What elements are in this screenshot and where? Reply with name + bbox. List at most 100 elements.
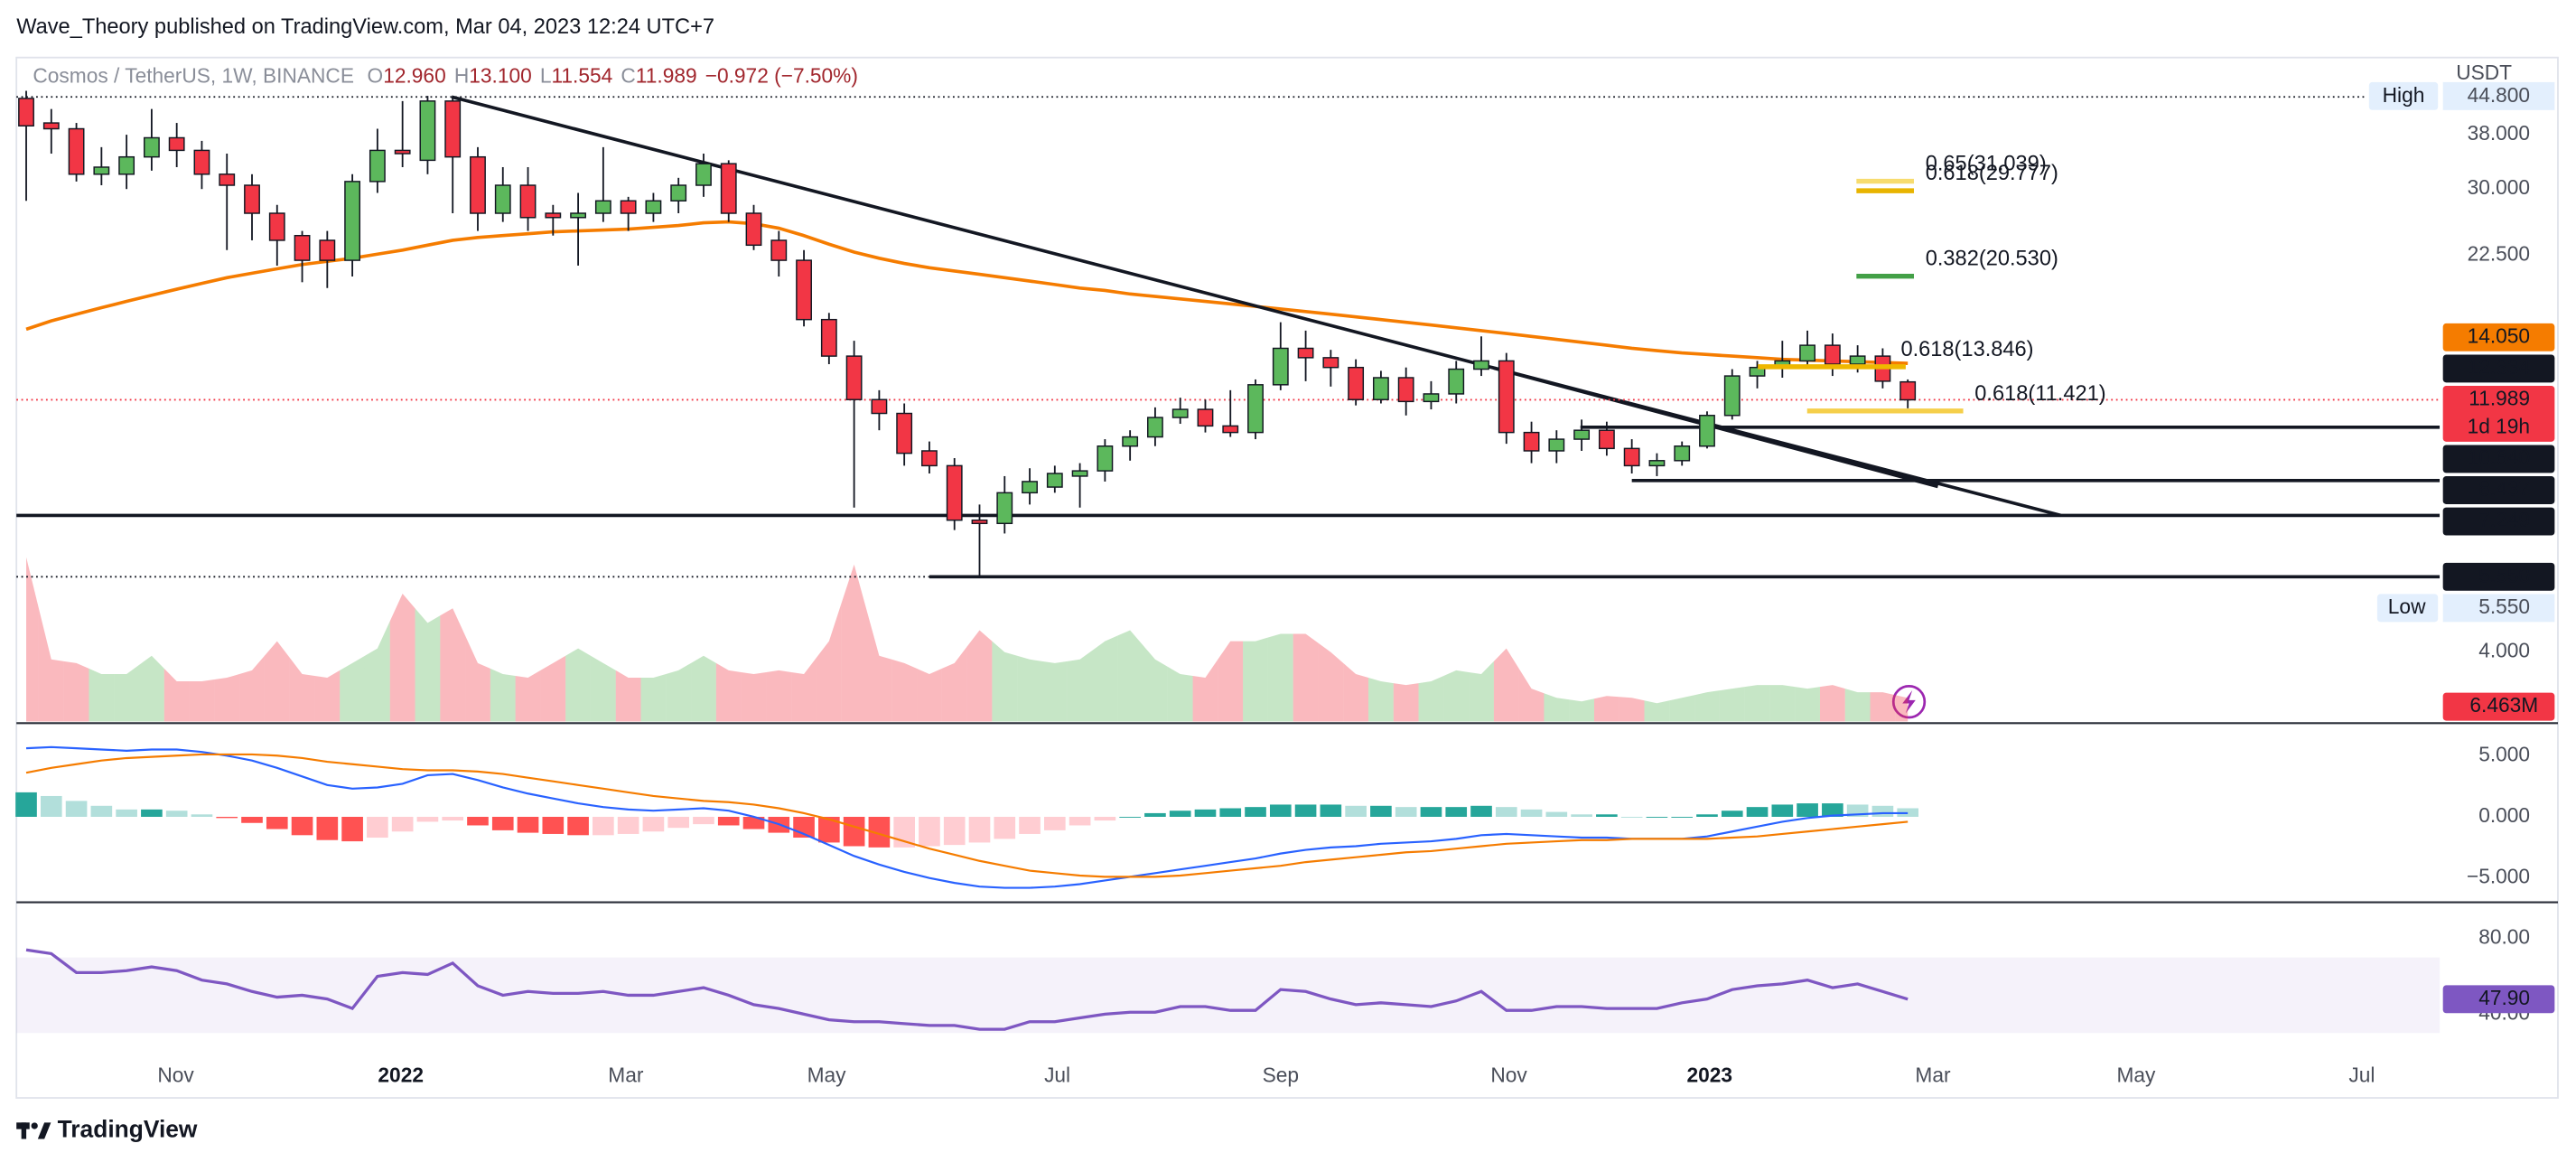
x-tick-label: Jul bbox=[1044, 1063, 1070, 1086]
price-tag: 10.640 bbox=[2468, 445, 2531, 469]
x-tick-label: Sep bbox=[1263, 1063, 1299, 1086]
candle-body bbox=[1448, 368, 1465, 395]
volume-area bbox=[666, 662, 692, 722]
volume-area bbox=[1041, 661, 1068, 722]
candle-body bbox=[1548, 438, 1565, 452]
volume-area bbox=[1267, 633, 1293, 722]
volume-area bbox=[1694, 690, 1720, 722]
candle-body bbox=[244, 184, 260, 214]
candle-body bbox=[620, 200, 637, 214]
signal-line bbox=[25, 753, 1909, 878]
high-value: 44.800 bbox=[2468, 83, 2531, 107]
volume-area bbox=[1192, 659, 1218, 722]
y-tick-label: 22.500 bbox=[2468, 241, 2531, 265]
macd-histogram-bar bbox=[1596, 814, 1618, 817]
macd-histogram-bar bbox=[567, 816, 589, 836]
low-value-bg bbox=[2442, 594, 2555, 623]
macd-histogram-bar bbox=[693, 816, 714, 825]
macd-tick-label: 0.000 bbox=[2478, 803, 2530, 827]
price-tag: 7.249 bbox=[2478, 508, 2530, 531]
candle-body bbox=[268, 212, 285, 241]
volume-area bbox=[239, 655, 265, 722]
macd-histogram-bar bbox=[1746, 807, 1769, 817]
volume-area bbox=[415, 608, 441, 722]
x-tick-label: May bbox=[2116, 1063, 2156, 1086]
fib-label: 0.618(11.421) bbox=[1974, 382, 2105, 406]
volume-area bbox=[289, 657, 315, 722]
high-badge bbox=[2368, 81, 2439, 110]
brand-logo bbox=[16, 1122, 51, 1139]
macd-histogram-bar bbox=[1269, 804, 1292, 817]
candle-body bbox=[1322, 357, 1339, 369]
macd-histogram-bar bbox=[943, 816, 966, 846]
volume-area bbox=[615, 670, 641, 722]
macd-histogram-bar bbox=[90, 805, 113, 817]
candle-body bbox=[168, 136, 185, 152]
candle-body bbox=[294, 234, 311, 261]
volume-area bbox=[1092, 635, 1118, 722]
macd-histogram-bar bbox=[1395, 807, 1417, 817]
volume-area bbox=[1318, 642, 1344, 722]
price-tag-bg bbox=[2442, 476, 2555, 504]
candle-body bbox=[1674, 445, 1691, 462]
brand: TradingView bbox=[58, 1115, 198, 1142]
macd-histogram-bar bbox=[1871, 805, 1894, 817]
candle-body bbox=[1197, 408, 1214, 427]
candle-body bbox=[1749, 366, 1766, 377]
countdown: 1d 19h bbox=[2468, 414, 2531, 437]
candle-body bbox=[1272, 347, 1289, 386]
candle-body bbox=[1171, 408, 1189, 418]
volume-area bbox=[841, 564, 867, 722]
volume-area bbox=[1819, 685, 1845, 722]
candle-body bbox=[645, 200, 662, 214]
volume-area bbox=[63, 661, 89, 722]
macd-histogram-bar bbox=[1019, 816, 1041, 834]
macd-histogram-bar bbox=[1069, 816, 1091, 826]
macd-histogram-bar bbox=[517, 816, 539, 833]
macd-histogram-bar bbox=[341, 816, 363, 842]
candle-body bbox=[1022, 481, 1038, 494]
macd-histogram-bar bbox=[291, 816, 313, 836]
macd-histogram-bar bbox=[717, 816, 740, 826]
macd-histogram-bar bbox=[191, 814, 213, 817]
y-tick-label: 4.000 bbox=[2478, 639, 2530, 662]
candle-body bbox=[1046, 473, 1063, 488]
volume-tag-bg bbox=[2442, 692, 2555, 721]
publisher: Wave_Theory published on TradingView.com… bbox=[16, 15, 714, 39]
volume-area bbox=[1719, 687, 1745, 722]
volume-area bbox=[992, 641, 1018, 722]
volume-area bbox=[1669, 695, 1695, 722]
volume-area bbox=[1243, 637, 1268, 722]
frame bbox=[15, 56, 2559, 1099]
volume-area bbox=[440, 608, 466, 722]
candle-body bbox=[845, 355, 863, 400]
low-value: 5.550 bbox=[2478, 595, 2530, 618]
volume-area bbox=[1544, 693, 1570, 722]
price-tag: 12.334 bbox=[2468, 355, 2531, 379]
candle-body bbox=[896, 412, 913, 454]
volume-area bbox=[1619, 697, 1645, 722]
candle-body bbox=[1423, 393, 1440, 403]
macd-histogram-bar bbox=[1671, 816, 1694, 818]
candle-body bbox=[193, 149, 210, 175]
rsi-tag-bg bbox=[2442, 985, 2555, 1014]
candle-body bbox=[519, 184, 537, 219]
candle-body bbox=[594, 200, 611, 214]
macd-histogram-bar bbox=[1571, 814, 1592, 817]
macd-histogram-bar bbox=[593, 816, 614, 836]
change: −0.972 (−7.50%) bbox=[705, 64, 858, 88]
price-tag: 11.989 bbox=[2469, 386, 2530, 409]
candle-body bbox=[394, 149, 411, 155]
volume-area bbox=[1844, 689, 1871, 722]
x-tick-label: Nov bbox=[1490, 1063, 1527, 1086]
candle-body bbox=[1147, 417, 1163, 438]
price-tag: 8.437 bbox=[2478, 477, 2530, 501]
candle-body bbox=[1699, 415, 1715, 447]
volume-tag: 6.463M bbox=[2469, 693, 2538, 717]
price-tag-bg bbox=[2442, 507, 2555, 536]
candle-body bbox=[1598, 429, 1615, 450]
candle-body bbox=[745, 212, 762, 247]
macd-histogram-bar bbox=[1520, 809, 1543, 817]
